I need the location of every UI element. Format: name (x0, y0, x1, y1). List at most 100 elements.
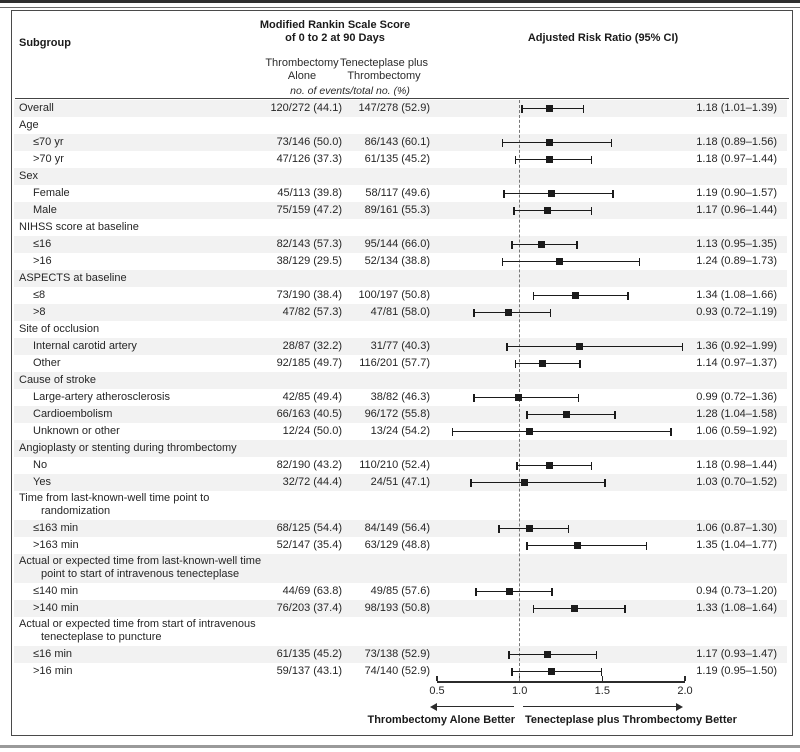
tenecteplase-events-value: 84/149 (56.4) (364, 522, 430, 534)
tenecteplase-events-value: 31/77 (40.3) (370, 340, 430, 352)
row-label: >8 (33, 306, 46, 318)
forest-row: >163 min 52/147 (35.4) 63/129 (48.8) 1.35 (… (12, 537, 792, 554)
tenecteplase-events-value: 47/81 (58.0) (370, 306, 430, 318)
tenecteplase-events-value: 96/172 (55.8) (364, 408, 430, 420)
ci-line (506, 345, 684, 348)
section-label: Angioplasty or stenting during thrombect… (19, 442, 237, 454)
ci-cap-right (582, 104, 585, 113)
alone-events-value: 12/24 (50.0) (282, 425, 342, 437)
point-estimate-marker (521, 479, 529, 486)
subgroup-column-header: Subgroup (19, 37, 71, 49)
risk-ratio-value: 1.18 (0.98–1.44) (696, 459, 777, 471)
ci-cap-left (508, 650, 510, 659)
ci-line (498, 527, 570, 530)
ci-cap-right (645, 541, 647, 550)
x-axis-tick-label: 2.0 (677, 685, 693, 697)
point-estimate-marker (526, 525, 534, 532)
outcome-header-line1: Modified Rankin Scale Score (259, 19, 411, 31)
forest-row: ≤8 73/190 (38.4) 100/197 (50.8) 1.34 (1.08–… (12, 287, 792, 304)
row-label: >140 min (33, 602, 79, 614)
point-estimate-marker (545, 105, 553, 112)
ci-cap-right (595, 650, 598, 659)
ci-cap-left (501, 138, 503, 147)
ci-cap-right (600, 667, 603, 676)
ci-cap-left (513, 206, 515, 215)
alone-events-value: 47/82 (57.3) (282, 306, 342, 318)
alone-events-value: 32/72 (44.4) (282, 476, 342, 488)
ci-line (532, 294, 629, 297)
risk-ratio-value: 1.06 (0.87–1.30) (696, 522, 777, 534)
row-label: ≤16 (33, 238, 52, 250)
row-label: Male (33, 204, 57, 216)
ci-cap-left (514, 155, 517, 164)
risk-ratio-value: 1.14 (0.97–1.37) (696, 357, 777, 369)
forest-row: ≤70 yr 73/146 (50.0) 86/143 (60.1) 1.18 (0.… (12, 134, 792, 151)
ci-cap-right (604, 478, 606, 487)
ci-cap-left (521, 104, 523, 113)
x-axis-tick (436, 676, 438, 681)
row-label: Unknown or other (33, 425, 120, 437)
tenecteplase-events-value: 13/24 (54.2) (370, 425, 430, 437)
risk-ratio-value: 1.18 (0.97–1.44) (696, 153, 777, 165)
risk-ratio-column-header: Adjusted Risk Ratio (95% CI) (527, 32, 679, 44)
tenecteplase-events-value: 58/117 (49.6) (365, 187, 430, 199)
risk-ratio-value: 1.34 (1.08–1.66) (696, 289, 777, 301)
section-label: NIHSS score at baseline (19, 221, 139, 233)
section-label: Age (19, 119, 39, 131)
ci-cap-left (526, 410, 528, 419)
ci-cap-left (516, 461, 518, 470)
ci-line (501, 141, 613, 144)
alone-events-value: 73/190 (38.4) (276, 289, 342, 301)
section-row: Time from last-known-well time point to r… (12, 491, 792, 520)
risk-ratio-value: 1.13 (0.95–1.35) (696, 238, 777, 250)
risk-ratio-value: 1.33 (1.08–1.64) (696, 602, 777, 614)
bottom-rule (0, 745, 800, 748)
risk-ratio-value: 1.36 (0.92–1.99) (696, 340, 777, 352)
ci-line (475, 590, 553, 593)
point-estimate-marker (545, 462, 553, 469)
row-label: Overall (19, 102, 54, 114)
ci-line (516, 464, 593, 467)
forest-row: ≤140 min 44/69 (63.8) 49/85 (57.6) 0.94 (0.… (12, 583, 792, 600)
ci-cap-left (511, 240, 513, 249)
ci-line (514, 362, 581, 365)
section-label-line2: point to start of intravenous tenectepla… (41, 568, 240, 580)
header-divider-rule (15, 98, 789, 99)
forest-row: Male 75/159 (47.2) 89/161 (55.3) 1.17 (0.96… (12, 202, 792, 219)
alone-events-value: 59/137 (43.1) (276, 665, 342, 677)
ci-line (513, 209, 593, 212)
section-label-line1: Time from last-known-well time point to (19, 492, 210, 504)
forest-row: Large-artery atherosclerosis 42/85 (49.4)… (12, 389, 792, 406)
tenecteplase-events-value: 89/161 (55.3) (364, 204, 430, 216)
ci-cap-right (614, 410, 616, 419)
risk-ratio-value: 1.17 (0.93–1.47) (696, 648, 777, 660)
risk-ratio-value: 1.03 (0.70–1.52) (696, 476, 777, 488)
alone-events-value: 82/143 (57.3) (276, 238, 342, 250)
forest-row: Internal carotid artery 28/87 (32.2) 31/77… (12, 338, 792, 355)
section-row: NIHSS score at baseline (12, 219, 792, 236)
ci-line (473, 396, 580, 399)
tenecteplase-events-value: 86/143 (60.1) (364, 136, 430, 148)
section-label: Site of occlusion (19, 323, 100, 335)
row-label: ≤8 (33, 289, 46, 301)
tenecteplase-events-value: 147/278 (52.9) (358, 102, 430, 114)
section-row: Angioplasty or stenting during thrombect… (12, 440, 792, 457)
top-rule-thick (0, 0, 800, 3)
forest-row: >16 min 59/137 (43.1) 74/140 (52.9) 1.19 (0… (12, 663, 792, 680)
row-label: Cardioembolism (33, 408, 113, 420)
alone-events-value: 120/272 (44.1) (270, 102, 342, 114)
tenecteplase-events-value: 116/201 (57.7) (359, 357, 430, 369)
point-estimate-marker (526, 428, 534, 435)
forest-row: ≤16 min 61/135 (45.2) 73/138 (52.9) 1.17 (0… (12, 646, 792, 663)
point-estimate-marker (514, 394, 522, 401)
row-label: No (33, 459, 48, 471)
point-estimate-marker (504, 309, 512, 316)
alone-events-value: 28/87 (32.2) (282, 340, 342, 352)
ci-cap-right (579, 359, 581, 368)
ci-cap-right (567, 524, 570, 533)
risk-ratio-value: 1.18 (1.01–1.39) (696, 102, 777, 114)
outcome-header-line2: of 0 to 2 at 90 Days (285, 32, 385, 44)
ci-line (514, 158, 593, 161)
risk-ratio-value: 1.35 (1.04–1.77) (696, 539, 777, 551)
